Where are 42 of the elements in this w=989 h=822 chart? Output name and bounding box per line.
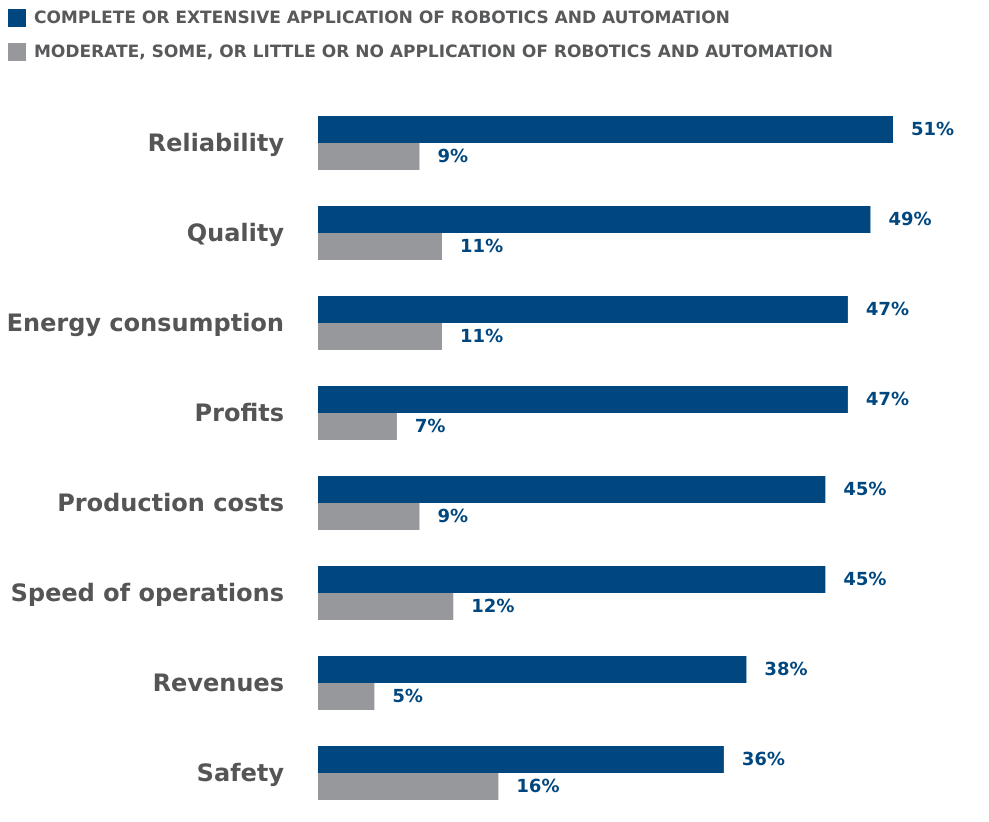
data-label: 5% xyxy=(392,686,423,707)
data-label: 45% xyxy=(843,479,886,500)
y-tick-label: Speed of operations xyxy=(10,579,284,607)
legend-label: COMPLETE OR EXTENSIVE APPLICATION OF ROBOTICS AND AUTOMATION xyxy=(34,8,730,28)
y-tick-label: Revenues xyxy=(152,669,284,697)
data-label: 16% xyxy=(516,776,560,797)
y-tick-label: Profits xyxy=(194,399,284,427)
y-tick-label: Production costs xyxy=(57,489,284,517)
y-tick-label: Safety xyxy=(196,759,284,787)
data-label: 11% xyxy=(460,326,504,347)
data-label: 47% xyxy=(866,389,909,410)
bar xyxy=(318,323,442,350)
data-label: 51% xyxy=(911,119,954,140)
bar xyxy=(318,296,848,323)
data-label: 47% xyxy=(866,299,909,320)
data-label: 12% xyxy=(471,596,514,617)
bar xyxy=(318,143,420,170)
y-tick-label: Energy consumption xyxy=(6,309,284,337)
bar xyxy=(318,503,420,530)
bar xyxy=(318,476,826,503)
bar xyxy=(318,413,397,440)
data-label: 38% xyxy=(764,659,808,680)
bar xyxy=(318,773,498,800)
bar xyxy=(318,386,848,413)
bar xyxy=(318,206,870,233)
bar xyxy=(318,656,746,683)
bar xyxy=(318,593,454,620)
data-label: 49% xyxy=(888,209,932,230)
y-tick-label: Reliability xyxy=(148,129,284,157)
data-label: 9% xyxy=(437,146,468,167)
data-label: 11% xyxy=(460,236,504,257)
bar xyxy=(318,233,442,260)
data-label: 45% xyxy=(843,569,886,590)
bar xyxy=(318,746,724,773)
data-label: 36% xyxy=(742,749,785,770)
data-label: 7% xyxy=(414,416,446,437)
legend-label: MODERATE, SOME, OR LITTLE OR NO APPLICATION OF ROBOTICS AND AUTOMATION xyxy=(34,42,833,62)
data-label: 9% xyxy=(437,506,468,527)
bar xyxy=(318,683,374,710)
y-tick-label: Quality xyxy=(186,219,284,247)
bar xyxy=(318,116,893,143)
bar xyxy=(318,566,826,593)
